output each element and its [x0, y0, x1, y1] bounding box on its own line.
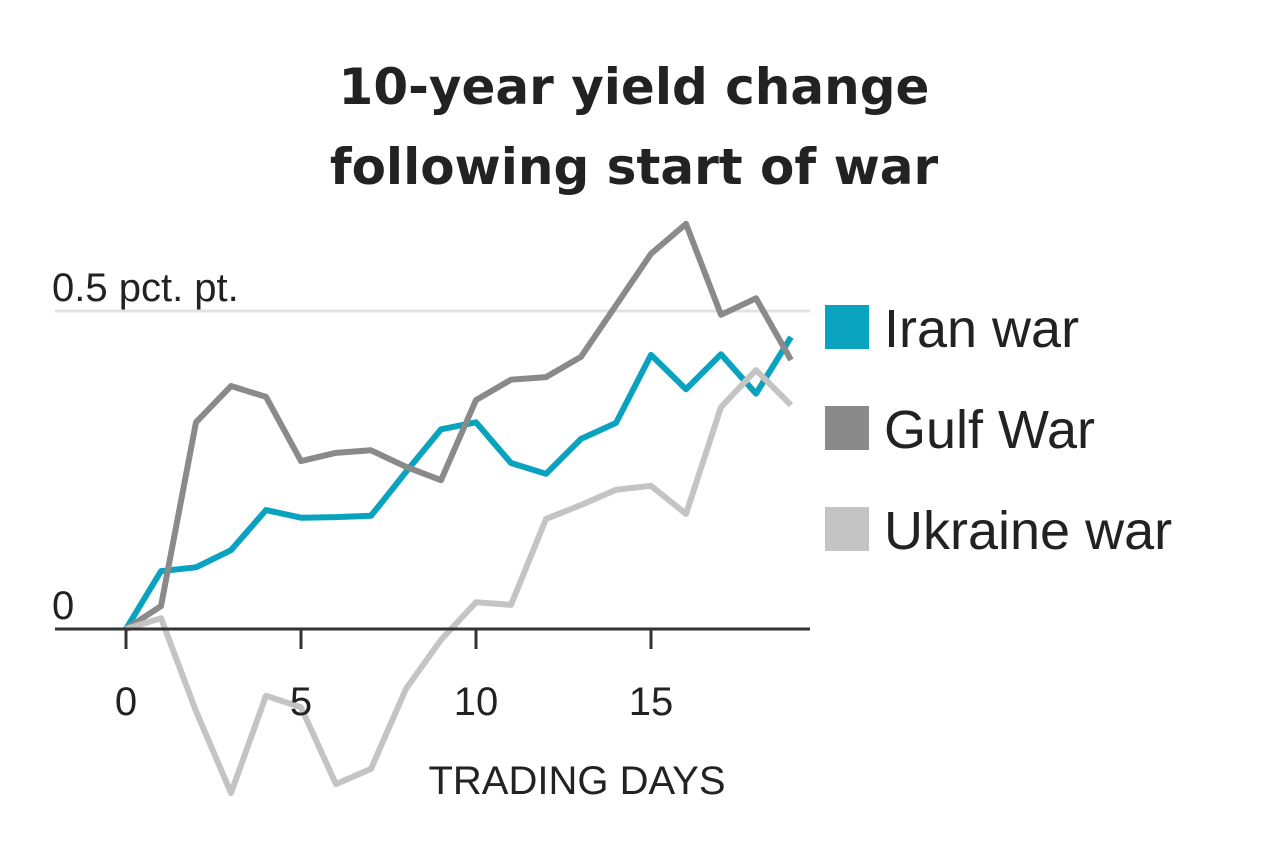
series-line-iran-war: [123, 335, 794, 631]
legend-swatch: [825, 507, 869, 551]
y-tick-label: 0.5 pct. pt.: [52, 266, 239, 310]
y-tick-label: 0: [52, 584, 74, 628]
x-tick-label: 15: [629, 680, 674, 724]
chart-title-line-1: 10-year yield change: [339, 58, 930, 116]
x-tick-label: 5: [290, 680, 312, 724]
legend-label: Ukraine war: [884, 501, 1172, 561]
legend-swatch: [825, 305, 869, 349]
x-tick-label: 10: [454, 680, 499, 724]
x-axis-label: TRADING DAYS: [428, 759, 725, 803]
x-tick-label: 0: [115, 680, 137, 724]
legend-label: Iran war: [884, 299, 1079, 359]
legend-label: Gulf War: [884, 400, 1095, 460]
series-line-gulf-war: [124, 220, 794, 632]
legend-swatch: [825, 406, 869, 450]
chart-title-line-2: following start of war: [330, 138, 939, 196]
series-line-ukraine-war: [125, 367, 794, 797]
